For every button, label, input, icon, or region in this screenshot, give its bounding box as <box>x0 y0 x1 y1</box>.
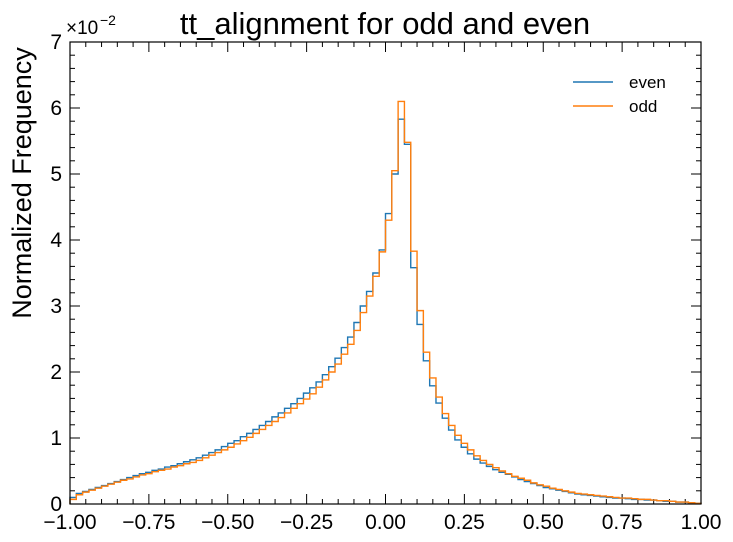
x-tick-label: 0.25 <box>444 511 485 534</box>
legend-label-odd: odd <box>629 97 657 116</box>
legend-label-even: even <box>629 73 666 92</box>
y-tick-label: 7 <box>50 31 62 54</box>
tick-labels: −1.00 −0.75 −0.50 −0.25 0.00 0.25 0.50 0.75 1.00… <box>43 31 721 534</box>
series-even <box>69 118 702 505</box>
y-tick-label: 4 <box>50 229 62 252</box>
y-tick-label: 6 <box>50 97 62 120</box>
series-odd <box>69 100 702 505</box>
series-layer <box>69 100 702 505</box>
x-tick-label: 0.00 <box>365 511 406 534</box>
x-tick-label: 0.50 <box>523 511 564 534</box>
y-multiplier-exponent: −2 <box>100 12 116 28</box>
x-tick-label: −0.50 <box>201 511 254 534</box>
y-tick-label: 1 <box>50 427 62 450</box>
chart-title: tt_alignment for odd and even <box>180 6 590 41</box>
y-multiplier-base: ×10 <box>66 18 98 39</box>
y-tick-label: 2 <box>50 361 62 384</box>
legend: even odd <box>573 73 666 116</box>
tick-marks <box>69 41 702 505</box>
y-tick-label: 3 <box>50 295 62 318</box>
y-tick-label: 0 <box>50 493 62 516</box>
x-tick-label: −0.75 <box>122 511 175 534</box>
y-multiplier: ×10 −2 <box>66 12 116 39</box>
y-axis-label: Normalized Frequency <box>7 47 37 319</box>
y-tick-label: 5 <box>50 163 62 186</box>
x-tick-label: −0.25 <box>280 511 333 534</box>
x-tick-label: 0.75 <box>602 511 643 534</box>
plot-frame <box>69 41 702 505</box>
x-tick-label: −1.00 <box>43 511 96 534</box>
x-tick-label: 1.00 <box>681 511 722 534</box>
